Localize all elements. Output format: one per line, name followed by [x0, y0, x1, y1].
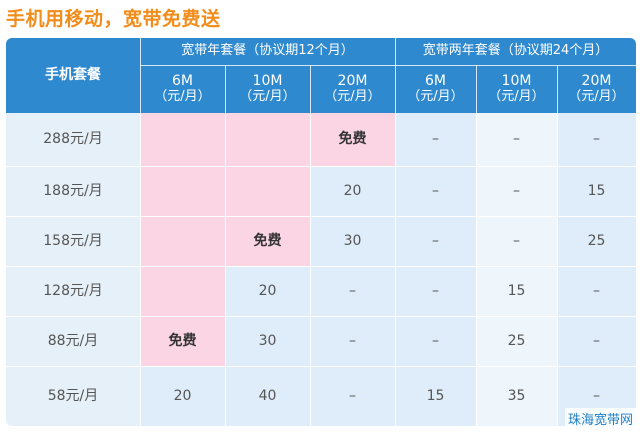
free-badge-cell: 免费 — [140, 316, 225, 366]
grid-line — [225, 113, 226, 426]
price-cell: 40 — [225, 366, 310, 426]
price-cell — [140, 266, 225, 316]
grid-line — [140, 38, 141, 113]
speed-label: 20M — [581, 73, 612, 90]
price-cell: 15 — [476, 266, 557, 316]
price-cell: 35 — [476, 366, 557, 426]
header-speed-5: 10M （元/月） — [476, 65, 557, 113]
price-cell: 25 — [476, 316, 557, 366]
row-plan-label: 188元/月 — [6, 166, 140, 216]
price-cell: – — [557, 316, 636, 366]
price-cell: 20 — [225, 266, 310, 316]
speed-unit: （元/月） — [324, 88, 381, 104]
free-badge-cell: 免费 — [310, 113, 395, 166]
header-speed-2: 10M （元/月） — [225, 65, 310, 113]
grid-line — [140, 113, 141, 426]
price-cell: – — [395, 316, 476, 366]
speed-label: 6M — [172, 73, 193, 90]
price-cell — [140, 113, 225, 166]
page-title: 手机用移动，宽带免费送 — [6, 8, 221, 30]
price-cell: – — [310, 316, 395, 366]
price-cell: – — [395, 216, 476, 266]
price-cell: 25 — [557, 216, 636, 266]
grid-line — [395, 38, 396, 113]
grid-line — [557, 113, 558, 426]
header-speed-4: 6M （元/月） — [395, 65, 476, 113]
speed-unit: （元/月） — [488, 88, 545, 104]
free-badge-cell: 免费 — [225, 216, 310, 266]
header-speed-3: 20M （元/月） — [310, 65, 395, 113]
grid-line — [225, 65, 226, 113]
price-cell: 15 — [557, 166, 636, 216]
price-cell — [225, 113, 310, 166]
price-cell — [140, 216, 225, 266]
grid-line — [395, 113, 396, 426]
speed-unit: （元/月） — [239, 88, 296, 104]
price-cell: 15 — [395, 366, 476, 426]
price-cell — [225, 166, 310, 216]
grid-line — [310, 113, 311, 426]
price-cell: – — [476, 216, 557, 266]
row-plan-label: 158元/月 — [6, 216, 140, 266]
price-cell: – — [476, 166, 557, 216]
speed-label: 10M — [501, 73, 532, 90]
header-group-2-year: 宽带两年套餐（协议期24个月） — [395, 38, 636, 65]
price-table: 手机套餐 宽带年套餐（协议期12个月） 宽带两年套餐（协议期24个月） 6M （元… — [6, 38, 636, 426]
grid-line — [476, 113, 477, 426]
price-cell: – — [395, 113, 476, 166]
price-cell: – — [557, 266, 636, 316]
price-cell: 30 — [310, 216, 395, 266]
price-cell: 20 — [310, 166, 395, 216]
price-cell: – — [395, 266, 476, 316]
grid-line — [6, 216, 636, 217]
row-plan-label: 128元/月 — [6, 266, 140, 316]
grid-line — [6, 266, 636, 267]
watermark: 珠海宽带网 — [564, 408, 636, 429]
speed-unit: （元/月） — [154, 88, 211, 104]
price-cell: 30 — [225, 316, 310, 366]
price-cell — [140, 166, 225, 216]
grid-line — [6, 166, 636, 167]
grid-line — [476, 65, 477, 113]
price-cell: – — [395, 166, 476, 216]
header-phone-plan: 手机套餐 — [6, 38, 140, 113]
grid-line — [557, 65, 558, 113]
row-plan-label: 88元/月 — [6, 316, 140, 366]
grid-line — [6, 366, 636, 367]
price-cell: – — [557, 113, 636, 166]
header-speed-1: 6M （元/月） — [140, 65, 225, 113]
price-cell: – — [310, 266, 395, 316]
grid-line — [140, 65, 636, 66]
speed-label: 20M — [337, 73, 368, 90]
speed-unit: （元/月） — [407, 88, 464, 104]
row-plan-label: 58元/月 — [6, 366, 140, 426]
header-group-1-year: 宽带年套餐（协议期12个月） — [140, 38, 395, 65]
speed-label: 6M — [425, 73, 446, 90]
price-cell: – — [476, 113, 557, 166]
price-cell: – — [310, 366, 395, 426]
header-speed-6: 20M （元/月） — [557, 65, 636, 113]
speed-label: 10M — [252, 73, 283, 90]
speed-unit: （元/月） — [568, 88, 625, 104]
row-plan-label: 288元/月 — [6, 113, 140, 166]
grid-line — [310, 65, 311, 113]
grid-line — [6, 316, 636, 317]
price-cell: 20 — [140, 366, 225, 426]
